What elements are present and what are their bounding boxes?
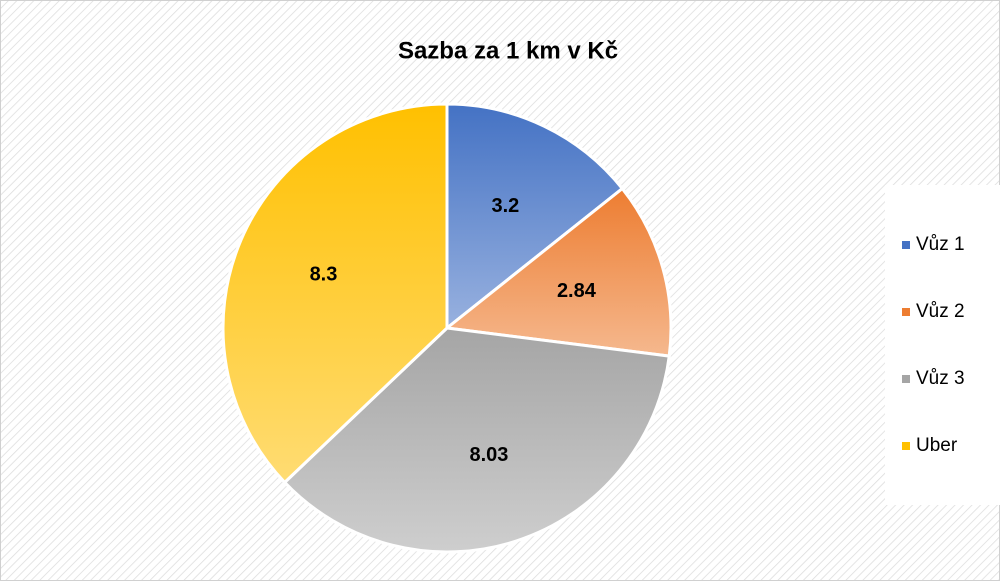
pie-slice bbox=[443, 186, 673, 358]
data-label: 8.03 bbox=[469, 444, 508, 466]
legend-label: Vůz 2 bbox=[916, 301, 965, 322]
legend-marker bbox=[902, 241, 910, 249]
data-label: 3.2 bbox=[491, 195, 519, 217]
legend-label: Vůz 3 bbox=[916, 368, 965, 389]
pie-slice bbox=[282, 326, 671, 554]
legend-label: Vůz 1 bbox=[916, 234, 965, 255]
chart-title: Sazba za 1 km v Kč bbox=[398, 37, 618, 64]
pie-slice bbox=[221, 102, 449, 485]
legend-marker bbox=[902, 375, 910, 383]
pie-slice bbox=[445, 102, 625, 332]
legend-label: Uber bbox=[916, 435, 958, 456]
legend-marker bbox=[902, 442, 910, 450]
data-label: 2.84 bbox=[557, 280, 597, 302]
legend-background bbox=[885, 185, 1000, 505]
data-label: 8.3 bbox=[310, 263, 338, 285]
legend-marker bbox=[902, 308, 910, 316]
